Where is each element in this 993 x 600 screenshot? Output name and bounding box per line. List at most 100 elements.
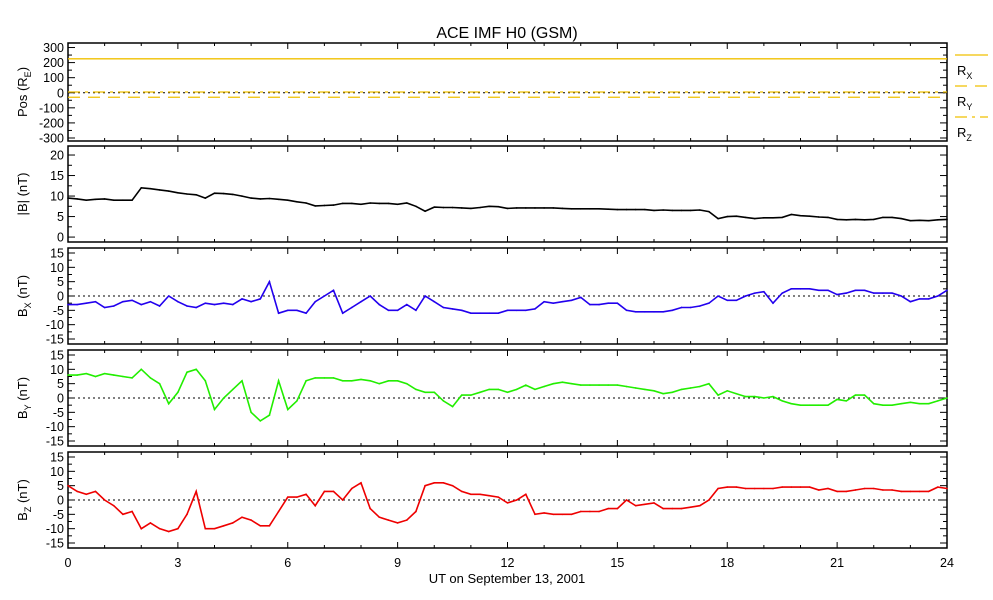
y-tick-label: 5 — [57, 377, 64, 391]
data-point — [296, 496, 298, 498]
data-point — [424, 295, 426, 297]
data-point — [598, 207, 600, 210]
data-point — [689, 209, 692, 212]
y-tick-label: 15 — [50, 349, 64, 363]
y-tick-label: 10 — [50, 363, 64, 377]
series-line-bmag — [67, 186, 948, 222]
data-point — [698, 504, 701, 507]
data-point — [186, 305, 188, 307]
data-point — [561, 513, 564, 516]
data-point — [891, 292, 893, 294]
data-point — [909, 490, 912, 493]
data-point — [818, 489, 820, 491]
data-point — [772, 487, 774, 490]
y-axis-label-by: BY (nT) — [15, 377, 33, 419]
data-point — [195, 490, 197, 493]
y-tick-label: 15 — [50, 247, 64, 261]
y-axis-label-bmag: |B| (nT) — [15, 173, 30, 216]
data-point — [900, 402, 903, 405]
data-point — [735, 392, 738, 395]
data-point — [158, 382, 161, 385]
data-point — [433, 206, 436, 208]
data-point — [927, 402, 930, 405]
data-point — [186, 371, 188, 374]
data-point — [122, 300, 124, 303]
y-label-main: B — [15, 512, 30, 521]
data-point — [314, 205, 317, 207]
legend-label-main: R — [957, 63, 966, 78]
y-tick-label: 10 — [50, 261, 64, 275]
data-point — [882, 404, 884, 406]
data-point — [872, 402, 875, 405]
x-tick-label: 21 — [830, 556, 844, 570]
data-point — [396, 380, 399, 382]
data-point — [479, 206, 481, 209]
data-point — [268, 525, 271, 527]
data-point — [909, 219, 912, 222]
data-point — [415, 388, 417, 391]
data-point — [470, 312, 472, 315]
data-point — [589, 510, 591, 513]
data-point — [671, 309, 674, 312]
data-point — [534, 513, 536, 516]
y-tick-label: 100 — [43, 71, 64, 85]
data-point — [882, 216, 884, 219]
data-point — [900, 217, 903, 220]
data-point — [543, 300, 545, 303]
data-point — [799, 404, 802, 406]
data-point — [644, 388, 646, 391]
data-point — [415, 510, 417, 513]
data-point — [653, 390, 655, 392]
data-point — [222, 192, 225, 195]
data-point — [415, 205, 417, 208]
data-point — [286, 309, 289, 312]
series-line-bz — [67, 481, 948, 533]
data-point — [625, 309, 628, 312]
data-point — [708, 382, 710, 385]
legend-label-sub: Y — [966, 102, 972, 112]
data-point — [94, 375, 97, 378]
data-point — [158, 527, 161, 530]
data-point — [698, 305, 701, 307]
y-tick-label: -5 — [53, 406, 64, 420]
data-point — [405, 519, 408, 521]
data-point — [222, 302, 225, 304]
data-point — [158, 189, 161, 191]
legend-label: RZ — [957, 125, 972, 143]
data-point — [277, 312, 280, 315]
data-point — [332, 204, 335, 206]
data-point — [808, 404, 811, 406]
data-point — [552, 302, 555, 304]
data-point — [241, 516, 243, 518]
data-point — [387, 380, 390, 382]
data-point — [744, 295, 747, 297]
data-point — [717, 487, 719, 490]
data-point — [735, 299, 738, 302]
data-point — [827, 404, 829, 406]
data-point — [140, 527, 143, 530]
data-point — [460, 207, 463, 209]
data-point — [671, 209, 674, 212]
data-point — [863, 487, 866, 490]
data-point — [351, 306, 353, 309]
data-point — [250, 411, 252, 414]
data-point — [607, 208, 610, 210]
data-point — [589, 303, 591, 306]
y-tick-label: 0 — [57, 494, 64, 508]
data-point — [579, 296, 582, 299]
data-point — [103, 499, 106, 501]
data-point — [515, 499, 518, 501]
data-point — [405, 202, 408, 204]
data-point — [827, 216, 829, 219]
data-point — [534, 388, 536, 391]
data-point — [149, 300, 152, 303]
data-point — [808, 288, 811, 290]
data-point — [369, 295, 371, 297]
data-point — [470, 493, 472, 496]
data-point — [341, 202, 344, 205]
data-point — [561, 207, 564, 210]
data-point — [85, 199, 88, 201]
data-point — [543, 207, 545, 209]
data-point — [689, 387, 692, 389]
